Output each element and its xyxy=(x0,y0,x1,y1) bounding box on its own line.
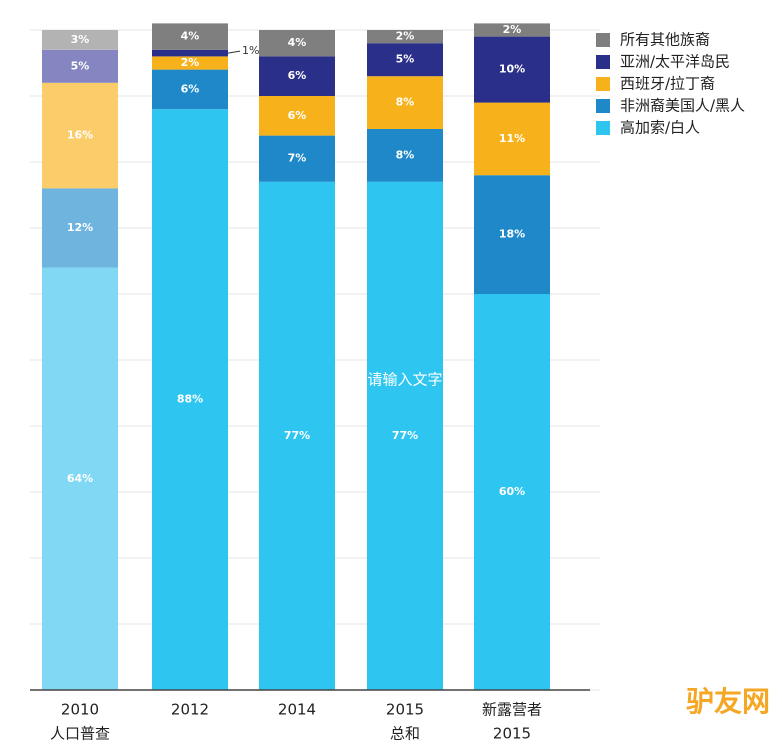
bar-segment xyxy=(474,23,550,37)
value-label: 60% xyxy=(499,485,525,498)
bar-segment xyxy=(367,30,443,44)
value-label: 77% xyxy=(284,429,310,442)
value-label: 2% xyxy=(396,30,415,43)
bar-segment xyxy=(42,267,118,690)
bar-segment xyxy=(474,294,550,690)
legend-label: 亚洲/太平洋岛民 xyxy=(620,53,730,71)
x-tick-label: 2015 xyxy=(386,701,424,719)
bar-segment xyxy=(474,36,550,103)
bar-segment xyxy=(152,69,228,110)
x-tick-label: 新露营者 xyxy=(482,701,542,719)
x-tick-label: 2014 xyxy=(278,701,316,719)
value-label: 11% xyxy=(499,132,525,145)
value-label: 12% xyxy=(67,221,93,234)
legend-label: 所有其他族裔 xyxy=(620,31,710,49)
bar-segment xyxy=(367,181,443,691)
bar-segment xyxy=(152,23,228,50)
value-label: 6% xyxy=(288,109,307,122)
bar-segment xyxy=(367,129,443,182)
value-label: 8% xyxy=(396,96,415,109)
bar-segment xyxy=(42,30,118,50)
x-tick-sublabel: 2015 xyxy=(493,725,531,743)
value-label: 5% xyxy=(396,53,415,66)
value-label: 3% xyxy=(71,33,90,46)
bar-segment xyxy=(367,76,443,129)
x-tick-label: 2010 xyxy=(61,701,99,719)
value-label: 64% xyxy=(67,472,93,485)
value-label: 16% xyxy=(67,129,93,142)
legend-swatch xyxy=(596,55,610,69)
bar-segment xyxy=(474,175,550,294)
legend-swatch xyxy=(596,33,610,47)
x-tick-sublabel: 人口普查 xyxy=(50,725,110,743)
value-label: 6% xyxy=(181,82,200,95)
legend-swatch xyxy=(596,99,610,113)
bar-segment xyxy=(259,30,335,57)
value-label: 1% xyxy=(242,44,259,57)
bar-segment xyxy=(259,181,335,691)
bar-segment xyxy=(152,56,228,70)
value-label: 8% xyxy=(396,148,415,161)
value-label: 6% xyxy=(288,69,307,82)
value-label: 2% xyxy=(503,23,522,36)
value-label: 2% xyxy=(181,56,200,69)
legend-swatch xyxy=(596,77,610,91)
bar-segment xyxy=(259,135,335,182)
value-label: 4% xyxy=(181,30,200,43)
x-tick-label: 2012 xyxy=(171,701,209,719)
annotation: 请输入文字 xyxy=(367,371,442,389)
bar-segment xyxy=(152,109,228,690)
value-label: 18% xyxy=(499,228,525,241)
value-label: 88% xyxy=(177,393,203,406)
legend-swatch xyxy=(596,121,610,135)
bar-segment xyxy=(42,82,118,189)
bar-segment xyxy=(474,102,550,176)
value-label: 77% xyxy=(392,429,418,442)
bar-segment xyxy=(367,43,443,77)
x-tick-sublabel: 总和 xyxy=(390,725,420,743)
legend-label: 非洲裔美国人/黑人 xyxy=(620,97,745,115)
leader-line xyxy=(227,50,241,54)
bar-segment xyxy=(152,49,228,57)
legend-label: 高加索/白人 xyxy=(620,119,700,137)
watermark: 驴友网 xyxy=(686,685,770,718)
bar-segment xyxy=(259,96,335,136)
bar-segment xyxy=(259,56,335,96)
legend-label: 西班牙/拉丁裔 xyxy=(620,75,715,93)
value-label: 5% xyxy=(71,59,90,72)
value-label: 10% xyxy=(499,63,525,76)
value-label: 4% xyxy=(288,36,307,49)
bar-segment xyxy=(42,49,118,83)
value-label: 7% xyxy=(288,152,307,165)
bar-segment xyxy=(42,188,118,268)
